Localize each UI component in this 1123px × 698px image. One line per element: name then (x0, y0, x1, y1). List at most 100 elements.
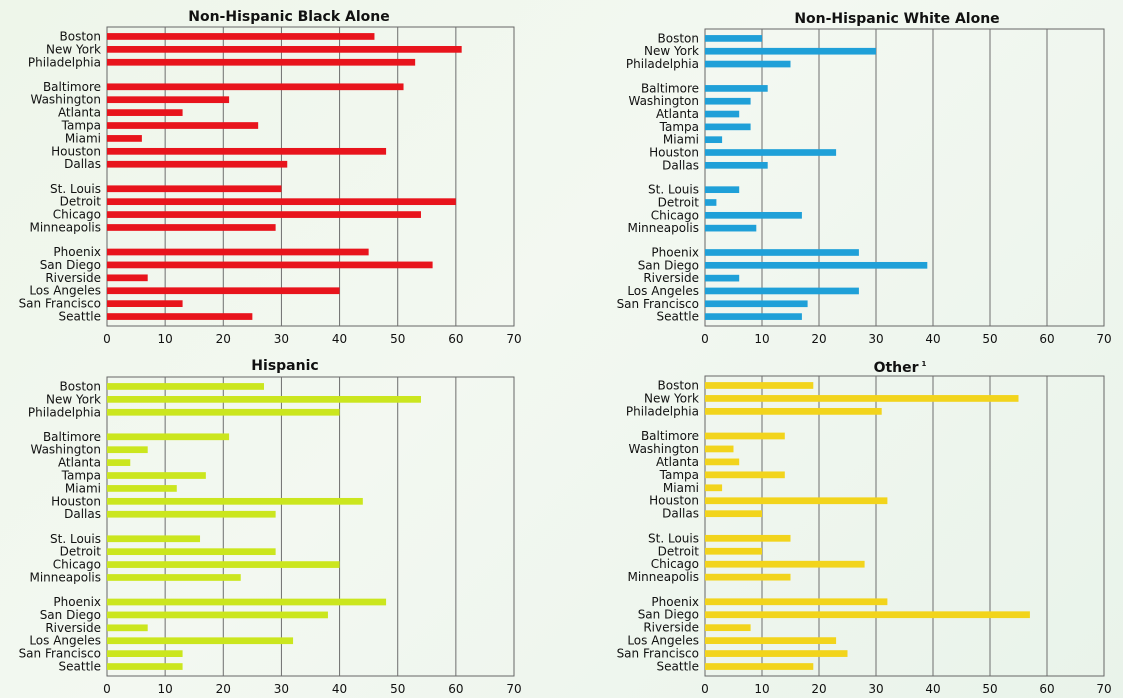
category-label: St. Louis (648, 531, 699, 545)
category-label: San Francisco (19, 297, 101, 311)
category-label: St. Louis (648, 183, 699, 197)
x-tick-label: 60 (1039, 682, 1054, 696)
category-label: Tampa (659, 120, 699, 134)
category-label: Tampa (659, 468, 699, 482)
category-label: Baltimore (641, 429, 699, 443)
bar (705, 123, 751, 131)
bar (107, 261, 433, 269)
bar (705, 261, 928, 269)
bar (705, 547, 762, 555)
category-label: Philadelphia (28, 405, 101, 419)
bar (705, 161, 768, 169)
category-label: Boston (60, 379, 101, 393)
bar (705, 47, 876, 55)
bar (107, 58, 416, 66)
bar (705, 224, 757, 232)
bar (107, 396, 421, 403)
category-label: Detroit (658, 544, 700, 558)
bar (107, 313, 253, 320)
chart-title: Non-Hispanic Black Alone (188, 9, 389, 25)
x-tick-label: 10 (754, 682, 769, 696)
bar (107, 160, 288, 168)
bar (705, 60, 791, 68)
bar (705, 300, 808, 308)
bar (705, 650, 848, 657)
bar (705, 471, 785, 479)
category-label: Washington (30, 443, 101, 457)
category-label: Detroit (60, 195, 102, 209)
category-label: Chicago (53, 558, 101, 572)
bar (705, 624, 751, 632)
category-label: Atlanta (656, 107, 699, 121)
category-label: Boston (60, 29, 101, 43)
bar (705, 432, 785, 440)
x-tick-label: 40 (925, 332, 940, 346)
category-label: Philadelphia (626, 57, 699, 71)
category-label: Tampa (61, 469, 101, 483)
bar (107, 287, 340, 295)
bar (107, 83, 404, 91)
category-label: Los Angeles (29, 284, 101, 298)
category-label: Dallas (662, 158, 699, 172)
x-tick-label: 60 (1039, 332, 1054, 346)
category-label: Detroit (60, 545, 102, 559)
bar (705, 110, 740, 118)
category-label: Baltimore (641, 81, 699, 95)
category-label: San Francisco (19, 647, 101, 661)
category-label: New York (644, 391, 699, 405)
x-tick-label: 40 (332, 332, 347, 346)
bar (107, 46, 462, 53)
category-label: San Diego (638, 608, 699, 622)
bar (705, 408, 882, 415)
x-tick-label: 60 (448, 332, 463, 346)
category-label: Los Angeles (29, 634, 101, 648)
bar (107, 211, 421, 218)
bar (107, 497, 363, 505)
bar (107, 637, 294, 645)
x-tick-label: 50 (982, 682, 997, 696)
x-tick-label: 10 (754, 332, 769, 346)
x-tick-label: 30 (274, 332, 289, 346)
bar (107, 574, 241, 581)
x-tick-label: 20 (811, 682, 826, 696)
bar (705, 211, 802, 219)
category-label: Dallas (662, 507, 699, 521)
category-label: Houston (649, 146, 699, 160)
category-label: San Francisco (617, 297, 699, 311)
bar (107, 433, 230, 441)
category-label: Riverside (45, 621, 101, 635)
x-tick-label: 50 (982, 332, 997, 346)
category-label: Riverside (643, 271, 699, 285)
bar (107, 135, 142, 142)
bar (107, 663, 183, 670)
category-label: Boston (658, 31, 699, 45)
x-tick-label: 30 (868, 682, 883, 696)
x-tick-label: 60 (448, 682, 463, 696)
category-label: Baltimore (43, 80, 101, 94)
category-label: Minneapolis (627, 570, 699, 584)
bar (705, 637, 837, 644)
category-label: Dallas (64, 507, 101, 521)
x-tick-label: 20 (216, 332, 231, 346)
plot-frame (704, 375, 1105, 677)
x-tick-label: 0 (103, 332, 111, 346)
category-label: Chicago (53, 208, 101, 222)
bar (705, 560, 865, 568)
bar (705, 534, 791, 542)
x-tick-label: 40 (925, 682, 940, 696)
category-label: New York (644, 44, 699, 58)
category-label: Phoenix (651, 245, 699, 259)
bar (107, 535, 201, 543)
x-tick-label: 10 (158, 682, 173, 696)
bar (705, 510, 762, 518)
x-tick-label: 40 (332, 682, 347, 696)
x-tick-label: 0 (701, 682, 709, 696)
bar (705, 598, 888, 606)
category-label: Philadelphia (626, 404, 699, 418)
bar (705, 274, 740, 282)
bar (705, 445, 734, 453)
x-tick-label: 70 (1096, 682, 1111, 696)
